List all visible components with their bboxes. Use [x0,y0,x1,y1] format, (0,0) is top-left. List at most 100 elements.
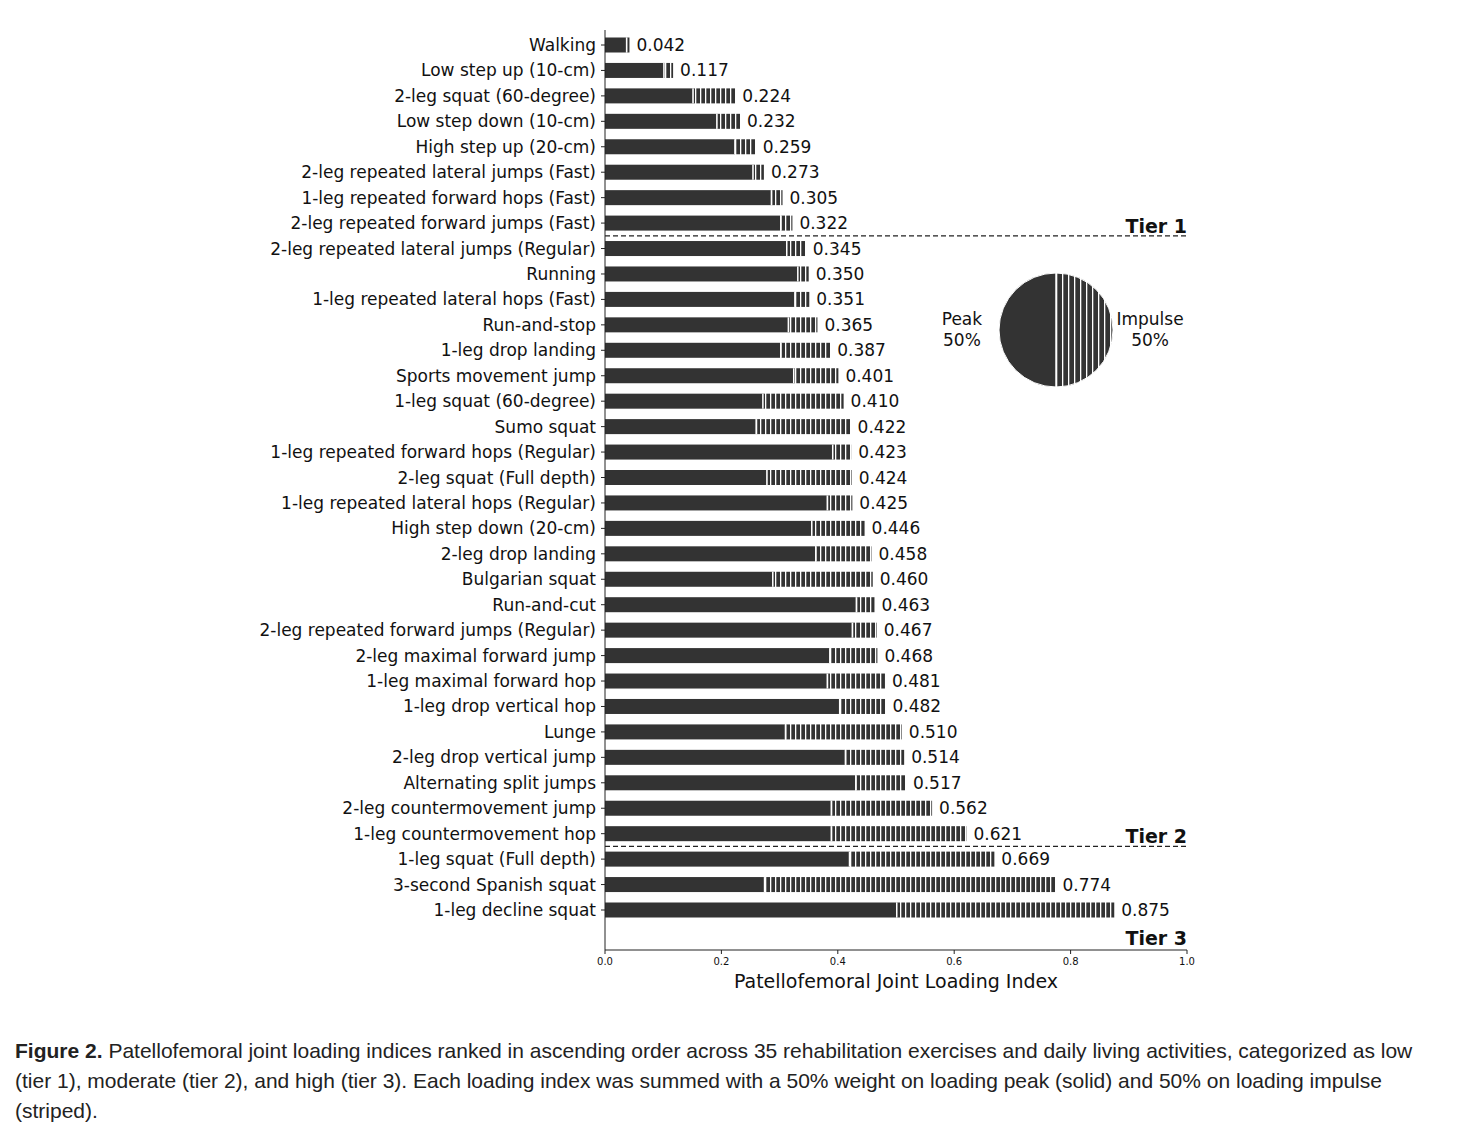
bar-peak [605,292,794,307]
y-tick [601,223,605,224]
segment-separator [856,597,858,612]
category-label: 1-leg squat (Full depth) [398,849,596,869]
segment-separator [811,521,813,536]
pie-value-label: 50% [1131,330,1169,350]
bar-peak [605,674,827,689]
segment-separator [831,826,833,841]
bar-impulse [786,241,806,256]
bar-peak [605,546,815,561]
category-label: 1-leg drop vertical hop [403,696,596,716]
y-tick [601,146,605,147]
bar-impulse [856,597,875,612]
category-label: 2-leg maximal forward jump [355,646,596,666]
bar-peak [605,368,793,383]
bar-impulse [849,852,995,867]
data-label: 0.425 [859,493,908,513]
data-label: 0.463 [881,595,930,615]
pie-slice [999,273,1056,387]
category-label: Run-and-cut [492,595,596,615]
y-tick [601,350,605,351]
x-tick-label: 0.0 [597,956,613,967]
bars [605,38,1114,918]
category-label: Walking [529,35,596,55]
category-label: 1-leg maximal forward hop [366,671,596,691]
bar-peak [605,775,855,790]
category-label: 3-second Spanish squat [393,875,596,895]
data-label: 0.345 [813,239,862,259]
x-axis [605,950,1187,951]
segment-separator [780,216,782,231]
y-tick [601,706,605,707]
bar-impulse [797,266,809,281]
category-label: Sports movement jump [396,366,596,386]
tier-line [605,846,1187,847]
bar-impulse [788,317,818,332]
bar-peak [605,623,852,638]
segment-separator [831,801,833,816]
y-axis [605,30,606,950]
bar-peak [605,445,832,460]
segment-separator [766,470,768,485]
segment-separator [786,241,788,256]
segment-separator [839,699,841,714]
bar-peak [605,470,766,485]
bar-peak [605,343,780,358]
bar-peak [605,877,764,892]
segment-separator [752,165,754,180]
data-label: 0.517 [913,773,962,793]
bar-impulse [626,38,629,53]
category-label: 2-leg squat (Full depth) [398,468,596,488]
data-label: 0.322 [799,213,848,233]
y-tick [601,502,605,503]
category-label: 1-leg repeated lateral hops (Fast) [312,289,596,309]
category-label: 1-leg repeated forward hops (Fast) [301,188,596,208]
category-label: 1-leg repeated lateral hops (Regular) [281,493,596,513]
data-label: 0.423 [858,442,907,462]
y-tick [601,553,605,554]
x-tick-label: 0.8 [1063,956,1079,967]
bar-impulse [794,292,809,307]
y-tick [601,528,605,529]
bar-impulse [692,88,735,103]
category-label: Alternating split jumps [403,773,596,793]
data-label: 0.875 [1121,900,1170,920]
bar-impulse [793,368,838,383]
segment-separator [785,724,787,739]
y-tick [601,477,605,478]
segment-separator [832,445,834,460]
segment-separator [734,139,736,154]
category-label: 1-leg squat (60-degree) [394,391,596,411]
bar-peak [605,266,797,281]
data-label: 0.117 [680,60,729,80]
segment-separator [793,368,795,383]
x-axis-label: Patellofemoral Joint Loading Index [734,970,1058,992]
tier-label: Tier 2 [1125,825,1187,847]
pie-slice [1056,273,1113,387]
data-label: 0.774 [1062,875,1111,895]
y-tick [601,910,605,911]
x-tick [721,950,722,954]
y-tick [601,273,605,274]
category-label: 2-leg repeated lateral jumps (Fast) [301,162,596,182]
segment-separator [827,495,829,510]
category-label: 2-leg drop vertical jump [392,747,596,767]
data-label: 0.621 [973,824,1022,844]
bar-peak [605,699,839,714]
x-tick-label: 1.0 [1179,956,1195,967]
segment-separator [827,674,829,689]
bar-impulse [815,546,871,561]
segment-separator [771,190,773,205]
segment-separator [692,88,694,103]
y-tick [601,782,605,783]
y-tick [601,426,605,427]
pie-value-label: 50% [943,330,981,350]
data-label: 0.042 [636,35,685,55]
x-tick-label: 0.4 [830,956,846,967]
bar-impulse [855,775,906,790]
segment-separator [764,877,766,892]
bar-impulse [771,190,783,205]
segment-separator [626,38,628,53]
category-label: 2-leg repeated forward jumps (Regular) [259,620,596,640]
caption: Figure 2. Patellofemoral joint loading i… [15,1036,1440,1126]
bar-impulse [716,114,740,129]
